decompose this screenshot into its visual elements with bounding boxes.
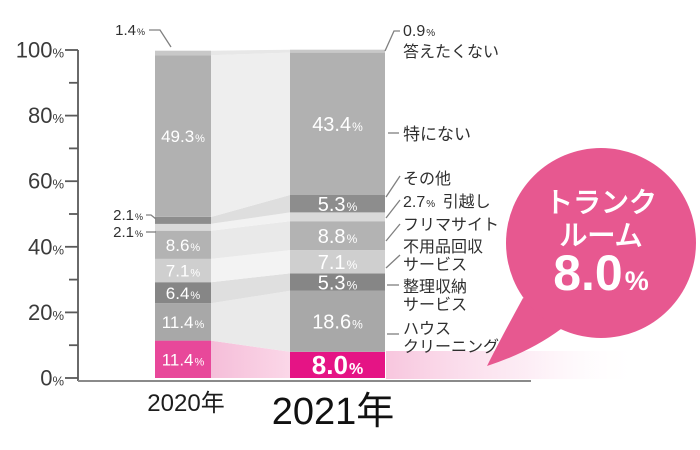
label-整理収納-2: サービス bbox=[403, 296, 467, 314]
flow-不用品回収サービス bbox=[211, 250, 290, 283]
segment-value-2021年-整理収納サービス: 5.3% bbox=[318, 272, 358, 294]
segment-value-2020年-整理収納サービス: 6.4% bbox=[166, 284, 201, 303]
y-tick-label-100: 100% bbox=[16, 38, 65, 63]
segment-value-2020年-不用品回収サービス: 7.1% bbox=[166, 262, 201, 281]
flow-答えたくない bbox=[211, 49, 290, 56]
leader-不用品回収 bbox=[385, 254, 401, 269]
segment-value-2021年-ハウスクリーニング: 18.6% bbox=[312, 312, 363, 334]
segment-2020年-答えたくない bbox=[155, 50, 211, 56]
leader-答えたくない bbox=[384, 30, 400, 52]
segment-value-2021年-トランクルーム: 8.0% bbox=[312, 350, 363, 380]
x-axis-labels: 2020年 2021年 bbox=[147, 390, 394, 433]
leader-引越し bbox=[385, 199, 401, 219]
label-2020-引越し: 2.1% bbox=[113, 224, 143, 241]
label-フリマサイト: フリマサイト bbox=[403, 217, 499, 234]
flow-トランクルーム bbox=[211, 340, 290, 378]
label-引越し: 2.7% 引越し bbox=[403, 193, 491, 211]
callout-circle bbox=[506, 148, 696, 338]
callout-text-line2: ルーム bbox=[559, 220, 642, 251]
segment-value-2021年-フリマサイト: 8.8% bbox=[318, 226, 358, 248]
segment-value-2021年-その他: 5.3% bbox=[318, 194, 358, 216]
y-tick-label-80: 80% bbox=[28, 103, 64, 128]
label-整理収納-1: 整理収納 bbox=[403, 278, 467, 296]
leader-2020-その他 bbox=[146, 214, 157, 220]
label-2020-その他: 2.1% bbox=[113, 207, 143, 224]
segment-2021年-特にない bbox=[290, 52, 385, 195]
segment-2021年-不用品回収サービス bbox=[290, 250, 385, 274]
label-value-答えたくない: 0.9% bbox=[403, 23, 435, 40]
flow-特にない bbox=[211, 52, 290, 217]
segment-2020年-特にない bbox=[155, 55, 211, 217]
flow-フリマサイト bbox=[211, 221, 290, 259]
segment-2021年-その他 bbox=[290, 195, 385, 213]
y-tick-label-20: 20% bbox=[28, 300, 64, 325]
label-特にない: 特にない bbox=[403, 125, 471, 144]
flow-ハウスクリーニング bbox=[211, 290, 290, 352]
leader-2020-答えたくない bbox=[149, 29, 172, 48]
flow-その他 bbox=[211, 195, 290, 224]
segment-2021年-トランクルーム bbox=[290, 351, 385, 378]
label-ハウスクリーニング-1: ハウス bbox=[403, 320, 451, 338]
y-axis: 0% 20% 40% 60% 80% 100% bbox=[16, 38, 531, 391]
segment-2020年-トランクルーム bbox=[155, 340, 211, 378]
bars: 11.4% 11.4% 6.4% 7.1% 8.6% 49.3% 8.0% 18.6% 5.3%… bbox=[155, 49, 385, 380]
segment-2021年-引越し bbox=[290, 212, 385, 222]
label-不用品回収-2: サービス bbox=[403, 256, 467, 274]
segment-2020年-引越し bbox=[155, 223, 211, 231]
label-ハウスクリーニング-2: クリーニング bbox=[403, 338, 499, 356]
y-tick-label-0: 0% bbox=[40, 366, 64, 391]
leader-フリマサイト bbox=[385, 223, 401, 242]
segment-value-2020年-特にない: 49.3% bbox=[161, 127, 205, 146]
label-2020-答えたくない: 1.4% bbox=[115, 22, 145, 39]
segment-2020年-その他 bbox=[155, 217, 211, 224]
segment-value-2021年-特にない: 43.4% bbox=[312, 114, 363, 136]
flow-引越し bbox=[211, 212, 290, 231]
label-その他: その他 bbox=[403, 170, 451, 188]
label-不用品回収-1: 不用品回収 bbox=[403, 238, 483, 256]
x-label-2020: 2020年 bbox=[147, 390, 224, 417]
segment-2021年-ハウスクリーニング bbox=[290, 290, 385, 352]
segment-2020年-整理収納サービス bbox=[155, 282, 211, 304]
x-label-2021: 2021年 bbox=[272, 391, 395, 433]
segment-2020年-不用品回収サービス bbox=[155, 258, 211, 283]
y-tick-label-60: 60% bbox=[28, 169, 64, 194]
segment-value-2020年-フリマサイト: 8.6% bbox=[166, 236, 201, 255]
y-tick-label-40: 40% bbox=[28, 234, 64, 259]
callout-bubble: トランク ルーム 8.0% bbox=[487, 148, 696, 366]
flow-整理収納サービス bbox=[211, 273, 290, 304]
label-答えたくない: 答えたくない bbox=[403, 43, 499, 61]
segment-2021年-答えたくない bbox=[290, 49, 385, 53]
segment-2020年-ハウスクリーニング bbox=[155, 303, 211, 341]
segment-2021年-整理収納サービス bbox=[290, 273, 385, 291]
segment-value-2020年-ハウスクリーニング: 11.4% bbox=[162, 313, 205, 332]
leader-その他 bbox=[385, 175, 401, 198]
segment-value-2021年-不用品回収サービス: 7.1% bbox=[318, 252, 358, 274]
flow-connectors bbox=[211, 49, 290, 378]
callout-value: 8.0% bbox=[553, 245, 649, 301]
segment-value-2020年-トランクルーム: 11.4% bbox=[162, 350, 205, 369]
callout-text-line1: トランク bbox=[545, 187, 657, 218]
segment-2020年-フリマサイト bbox=[155, 230, 211, 259]
segment-2021年-フリマサイト bbox=[290, 221, 385, 251]
